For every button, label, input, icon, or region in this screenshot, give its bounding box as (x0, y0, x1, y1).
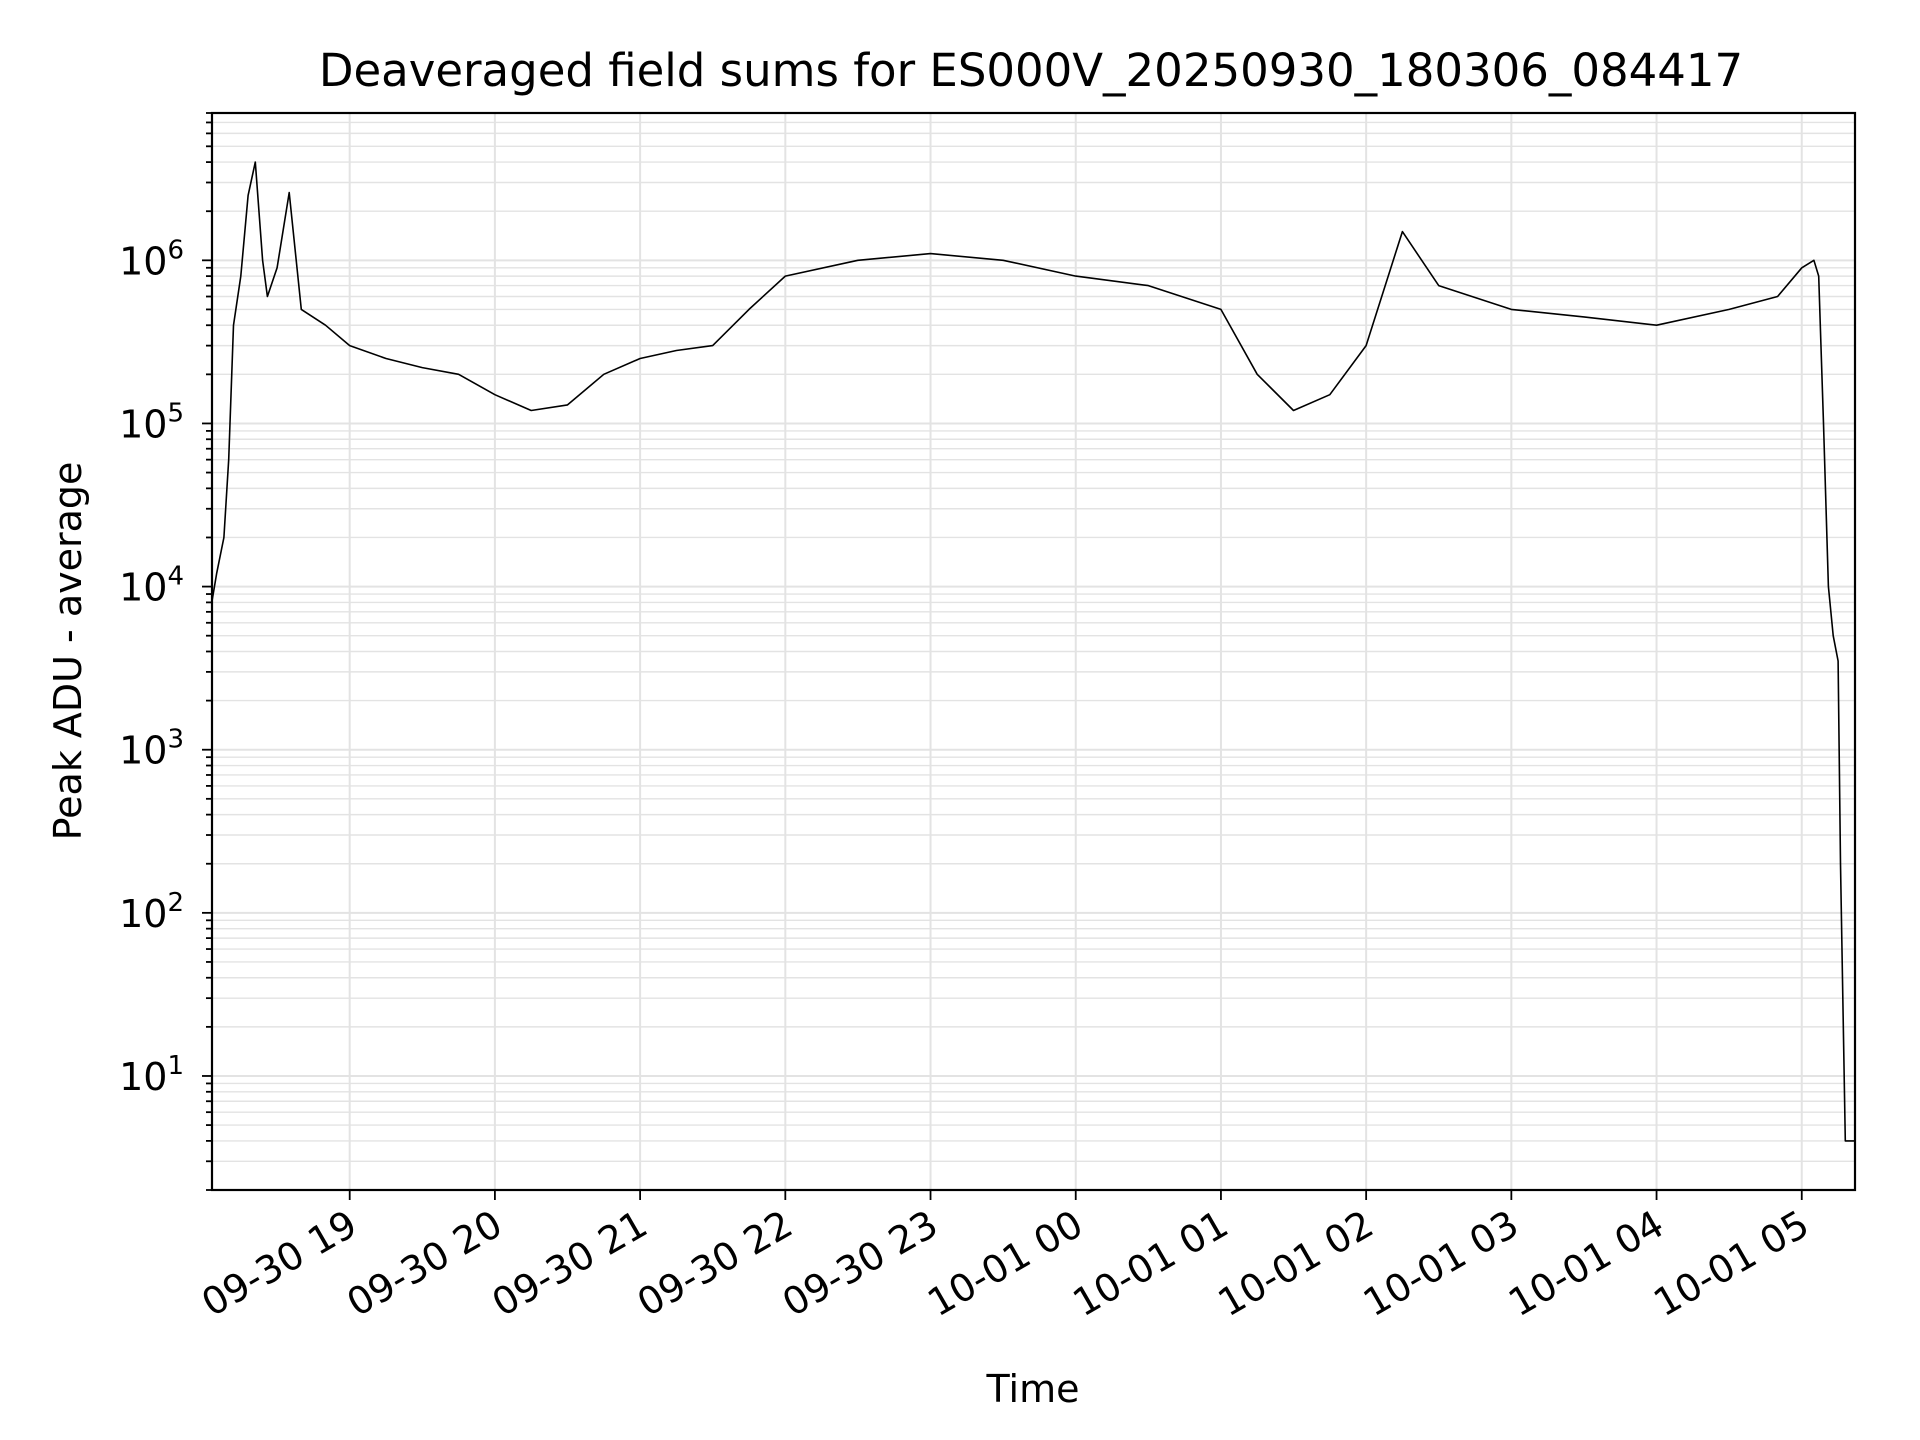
y-tick-label: 106 (119, 235, 184, 283)
y-tick-label: 102 (119, 888, 184, 936)
grid-layer (212, 112, 1855, 1191)
y-tick-label: 104 (119, 562, 184, 610)
series-line (211, 161, 1855, 1142)
y-tick-label: 105 (119, 398, 184, 446)
series-layer (211, 161, 1855, 1142)
y-tick-label: 103 (119, 725, 184, 773)
y-tick-label: 101 (119, 1051, 184, 1099)
plot-frame (210, 111, 1857, 1192)
x-axis-label: Time (986, 1367, 1080, 1411)
chart-title: Deaveraged field sums for ES000V_2025093… (319, 44, 1743, 97)
y-axis-label: Peak ADU - average (46, 462, 90, 841)
